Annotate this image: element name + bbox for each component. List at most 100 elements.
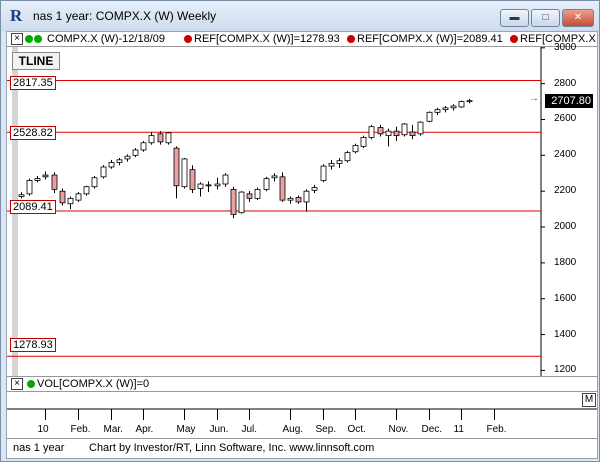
candle-body [254,188,261,199]
close-button[interactable]: ✕ [562,9,594,27]
ref-price-tag-2[interactable]: 2528.82 [10,126,56,140]
candle-body [205,184,212,187]
candle-body [222,174,229,185]
x-tick-label: Aug. [282,424,304,435]
x-ticks [45,409,495,420]
candle-body [100,166,107,178]
candle-body [279,176,286,201]
y-tick-label: 1600 [554,292,577,304]
ref-price-tag-4[interactable]: 1278.93 [10,338,56,352]
candle-body [263,178,270,190]
ref-label-3[interactable]: REF[COMPX.X [520,33,596,45]
chart-area[interactable]: × COMPX.X (W)-12/18/09 REF[COMPX.X (W)]=… [6,31,598,459]
y-tick-label: 1800 [554,256,577,268]
candle-body [271,175,278,179]
last-price-arrow-icon: → [529,92,539,104]
candle-body [165,132,172,144]
candle-body [352,145,359,153]
y-tick-label: 3000 [554,41,577,53]
candle-body [458,101,465,108]
candle-body [51,174,58,190]
maximize-button[interactable]: □ [531,9,560,27]
chart-header: × COMPX.X (W)-12/18/09 REF[COMPX.X (W)]=… [7,32,597,47]
window-title: nas 1 year: COMPX.X (W) Weekly [33,9,217,23]
ref-dot-icon [510,35,518,43]
x-tick-label: Feb. [70,424,91,435]
title-bar[interactable]: R nas 1 year: COMPX.X (W) Weekly ▬ □ ✕ [1,1,599,31]
candle-body [311,187,318,191]
candle-body [393,130,400,137]
y-tick-label: 2600 [554,113,577,125]
series-label[interactable]: COMPX.X (W)-12/18/09 [47,33,165,45]
candle-body [75,193,82,201]
x-tick-label: Jun. [209,424,229,435]
price-chart[interactable] [7,32,597,458]
app-logo-icon: R [10,6,23,25]
candle-body [91,177,98,188]
m-marker[interactable]: M [582,393,596,407]
candle-body [132,149,139,156]
candle-body [295,197,302,203]
y-tick-label: 2200 [554,185,577,197]
candle-body [320,165,327,181]
candle-body [385,130,392,137]
y-tick-label: 1400 [554,328,577,340]
minimize-button[interactable]: ▬ [500,9,529,27]
ref-lines [7,80,541,357]
x-tick-label: 11 [453,424,464,435]
candle-body [377,127,384,135]
y-tick-label: 2000 [554,221,577,233]
candle-body [401,123,408,136]
candle-body [434,109,441,113]
x-tick-label: May [176,424,196,435]
ref-dot-icon [184,35,192,43]
candle-body [67,197,74,205]
y-tick-label: 2400 [554,149,577,161]
candle-body [59,190,66,204]
y-tick-label: 1200 [554,364,577,376]
candle-body [368,126,375,138]
candle-body [140,142,147,151]
last-price-label: 2707.80 [545,93,593,108]
x-tick-label: Apr. [135,424,154,435]
candle-body [336,160,343,164]
ref-label-2[interactable]: REF[COMPX.X (W)]=2089.41 [357,33,503,45]
candle-body [360,137,367,147]
candle-body [409,131,416,137]
status-chart-name: nas 1 year [13,442,65,454]
candle-body [303,190,310,203]
ref-price-tag-1[interactable]: 2817.35 [10,76,56,90]
x-tick-label: Sep. [315,424,337,435]
candle-body [181,158,188,188]
x-tick-label: Oct. [347,424,366,435]
status-credit: Chart by Investor/RT, Linn Software, Inc… [89,442,375,454]
candles [18,98,473,219]
series-dot-icon [25,35,33,43]
candle-body [417,121,424,135]
ref-dot-icon [347,35,355,43]
x-tick-label: Jul. [241,424,258,435]
candle-body [26,180,33,195]
tline-button[interactable]: TLINE [12,52,60,70]
candle-body [214,183,221,187]
close-volume-pane-icon[interactable]: × [11,378,23,390]
candle-body [148,135,155,144]
x-tick-label: Dec. [421,424,443,435]
candle-body [328,162,335,167]
ref-price-tag-3[interactable]: 2089.41 [10,200,56,214]
status-bar: nas 1 year Chart by Investor/RT, Linn So… [7,438,597,457]
candle-body [442,107,449,111]
ref-label-1[interactable]: REF[COMPX.X (W)]=1278.93 [194,33,340,45]
volume-pane-header: × VOL[COMPX.X (W)]=0 [7,376,597,392]
close-pane-icon[interactable]: × [11,33,23,45]
x-tick-label: 10 [37,424,49,435]
candle-body [34,178,41,181]
x-tick-label: Mar. [103,424,123,435]
candle-body [466,100,473,103]
candle-body [246,193,253,199]
volume-label[interactable]: VOL[COMPX.X (W)]=0 [37,378,150,390]
candle-body [83,186,90,195]
candle-body [157,133,164,143]
candle-body [116,159,123,163]
